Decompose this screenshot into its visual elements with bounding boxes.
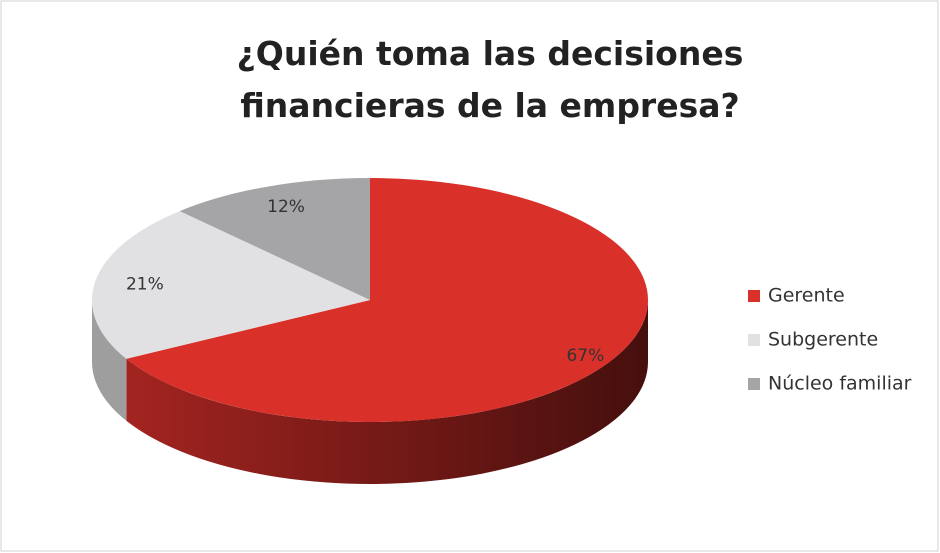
- slice-side: [92, 300, 127, 421]
- chart-title: ¿Quién toma las decisiones financieras d…: [236, 34, 744, 125]
- data-label: 21%: [126, 274, 164, 294]
- legend-marker: [748, 334, 760, 346]
- legend-marker: [748, 290, 760, 302]
- slice-side: [126, 300, 649, 484]
- slice: [179, 178, 370, 300]
- slice: [126, 178, 649, 422]
- legend-label: Núcleo familiar: [768, 373, 912, 395]
- legend-label: Subgerente: [768, 329, 878, 351]
- legend-marker: [748, 378, 760, 390]
- data-label: 12%: [267, 197, 305, 217]
- data-label: 67%: [566, 346, 604, 366]
- slice: [92, 211, 371, 359]
- legend-label: Gerente: [768, 285, 845, 307]
